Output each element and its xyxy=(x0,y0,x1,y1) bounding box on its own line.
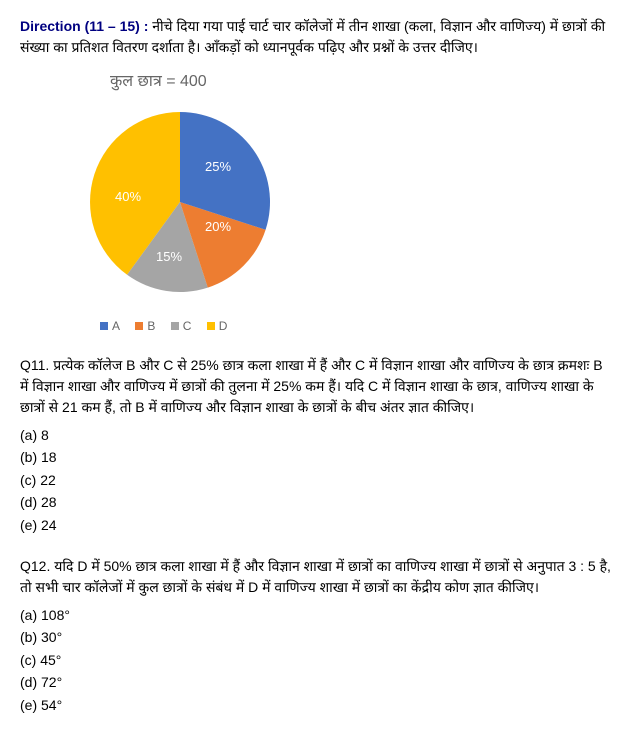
legend-swatch-a xyxy=(100,322,108,330)
q12-body: यदि D में 50% छात्र कला शाखा में हैं और … xyxy=(20,558,611,595)
legend-label-c: C xyxy=(183,319,192,333)
legend-item-d: D xyxy=(207,317,228,335)
q12-label: Q12. xyxy=(20,558,54,574)
chart-legend: A B C D xyxy=(100,317,612,335)
q12-text: Q12. यदि D में 50% छात्र कला शाखा में है… xyxy=(20,556,612,598)
q12-option-d: (d) 72° xyxy=(20,671,612,693)
pie-label-c: 15% xyxy=(156,247,182,267)
pie-label-d: 40% xyxy=(115,187,141,207)
q11-options: (a) 8 (b) 18 (c) 22 (d) 28 (e) 24 xyxy=(20,424,612,536)
legend-label-d: D xyxy=(219,319,228,333)
chart-title: कुल छात्र = 400 xyxy=(110,70,612,94)
q11-option-e: (e) 24 xyxy=(20,514,612,536)
pie-svg xyxy=(80,102,280,302)
q11-body: प्रत्येक कॉलेज B और C से 25% छात्र कला श… xyxy=(20,357,603,415)
q11-option-b: (b) 18 xyxy=(20,446,612,468)
q11-text: Q11. प्रत्येक कॉलेज B और C से 25% छात्र … xyxy=(20,355,612,418)
direction-block: Direction (11 – 15) : नीचे दिया गया पाई … xyxy=(20,16,612,58)
q11-option-c: (c) 22 xyxy=(20,469,612,491)
q12-option-e: (e) 54° xyxy=(20,694,612,716)
legend-label-b: B xyxy=(147,319,155,333)
pie-label-a: 25% xyxy=(205,157,231,177)
pie-chart-container: कुल छात्र = 400 25% 20% 15% 40% A B xyxy=(60,70,612,335)
q11-label: Q11. xyxy=(20,357,53,373)
legend-item-c: C xyxy=(171,317,192,335)
legend-label-a: A xyxy=(112,319,120,333)
legend-item-a: A xyxy=(100,317,120,335)
pie-label-b: 20% xyxy=(205,217,231,237)
q12-option-a: (a) 108° xyxy=(20,604,612,626)
direction-label: Direction (11 – 15) : xyxy=(20,18,148,34)
legend-swatch-c xyxy=(171,322,179,330)
q12-options: (a) 108° (b) 30° (c) 45° (d) 72° (e) 54° xyxy=(20,604,612,716)
q11-option-a: (a) 8 xyxy=(20,424,612,446)
question-11: Q11. प्रत्येक कॉलेज B और C से 25% छात्र … xyxy=(20,355,612,536)
pie-chart: 25% 20% 15% 40% xyxy=(80,102,280,302)
legend-swatch-d xyxy=(207,322,215,330)
legend-item-b: B xyxy=(135,317,155,335)
legend-swatch-b xyxy=(135,322,143,330)
q12-option-b: (b) 30° xyxy=(20,626,612,648)
q12-option-c: (c) 45° xyxy=(20,649,612,671)
q11-option-d: (d) 28 xyxy=(20,491,612,513)
